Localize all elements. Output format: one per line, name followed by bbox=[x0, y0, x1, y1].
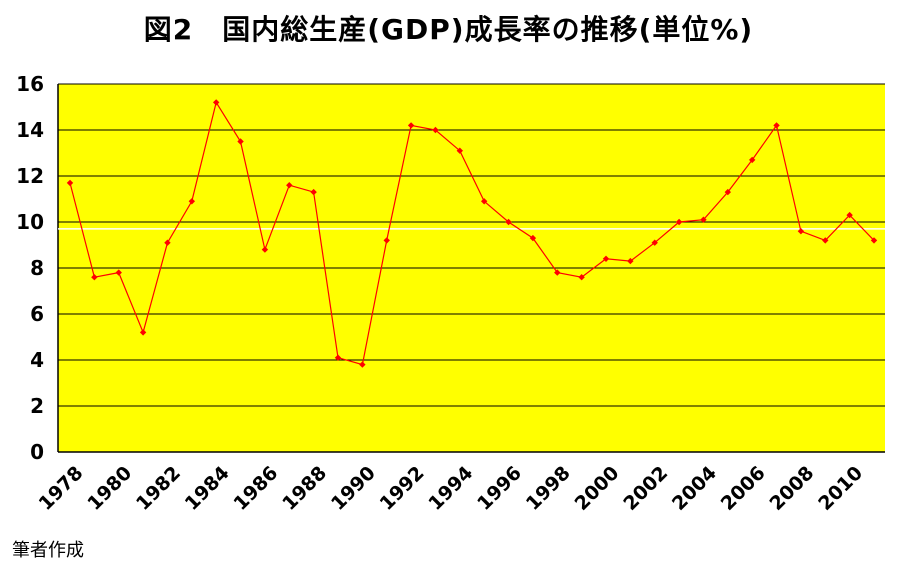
data-point bbox=[724, 188, 732, 196]
data-point bbox=[578, 274, 585, 281]
data-point bbox=[870, 237, 878, 244]
data-point bbox=[237, 138, 244, 145]
x-tick-label: 1984 bbox=[181, 462, 234, 515]
data-point bbox=[700, 216, 707, 223]
data-point bbox=[66, 179, 74, 187]
data-point bbox=[188, 198, 196, 205]
x-tick-label: 2002 bbox=[619, 462, 672, 515]
x-tick-label: 1978 bbox=[35, 462, 88, 515]
series-layer bbox=[66, 99, 878, 368]
data-point bbox=[822, 237, 829, 244]
x-tick-label: 1986 bbox=[229, 462, 282, 515]
series-line bbox=[69, 100, 875, 366]
grid-lines bbox=[58, 83, 885, 407]
x-tick-label: 1998 bbox=[522, 462, 575, 515]
data-point bbox=[359, 361, 366, 368]
data-point bbox=[846, 211, 853, 219]
x-tick-label: 2000 bbox=[571, 462, 624, 515]
x-tick-label: 1988 bbox=[278, 462, 331, 515]
data-point bbox=[602, 255, 610, 262]
y-tick-label: 10 bbox=[16, 210, 44, 234]
data-point bbox=[310, 188, 317, 196]
data-point bbox=[334, 354, 342, 361]
data-point bbox=[505, 218, 512, 226]
data-point bbox=[407, 122, 415, 129]
data-point bbox=[286, 182, 293, 189]
data-point bbox=[261, 246, 269, 253]
x-tick-label: 2008 bbox=[765, 462, 818, 515]
y-tick-label: 8 bbox=[30, 256, 44, 280]
data-point bbox=[212, 99, 220, 106]
x-tick-label: 1992 bbox=[376, 462, 429, 515]
data-point bbox=[675, 218, 683, 226]
x-tick-label: 2006 bbox=[717, 462, 770, 515]
y-tick-labels: 0 2 4 6 8 10 12 14 16 bbox=[16, 72, 44, 464]
x-tick-label: 2010 bbox=[814, 462, 867, 515]
data-point bbox=[797, 228, 805, 235]
source-note: 筆者作成 bbox=[12, 540, 84, 561]
data-point bbox=[627, 257, 634, 265]
data-point bbox=[139, 329, 147, 336]
x-tick-label: 1980 bbox=[83, 462, 136, 515]
data-point bbox=[554, 269, 561, 276]
chart-title: 図2 国内総生産(GDP)成長率の推移(単位%) bbox=[143, 13, 754, 46]
data-point bbox=[748, 156, 756, 164]
y-tick-label: 0 bbox=[30, 440, 44, 464]
y-tick-label: 12 bbox=[16, 164, 44, 188]
x-tick-label: 2004 bbox=[668, 462, 721, 515]
x-tick-label: 1990 bbox=[327, 462, 380, 515]
data-point bbox=[164, 239, 171, 246]
data-point bbox=[115, 269, 122, 276]
data-point bbox=[529, 234, 537, 242]
y-tick-label: 2 bbox=[30, 394, 44, 418]
x-tick-label: 1996 bbox=[473, 462, 526, 515]
data-point bbox=[773, 122, 780, 129]
y-tick-label: 4 bbox=[30, 348, 44, 372]
axes bbox=[57, 84, 885, 453]
y-tick-label: 14 bbox=[16, 118, 44, 142]
data-point bbox=[480, 198, 488, 205]
x-tick-label: 1994 bbox=[424, 462, 477, 515]
y-tick-label: 16 bbox=[16, 72, 44, 96]
data-point bbox=[456, 147, 464, 154]
data-point bbox=[651, 239, 658, 246]
x-tick-label: 1982 bbox=[132, 462, 185, 515]
data-point bbox=[91, 274, 98, 281]
x-tick-labels: 1978198019821984198619881990199219941996… bbox=[35, 462, 868, 515]
data-point bbox=[383, 237, 390, 244]
data-point bbox=[432, 126, 439, 134]
y-tick-label: 6 bbox=[30, 302, 44, 326]
